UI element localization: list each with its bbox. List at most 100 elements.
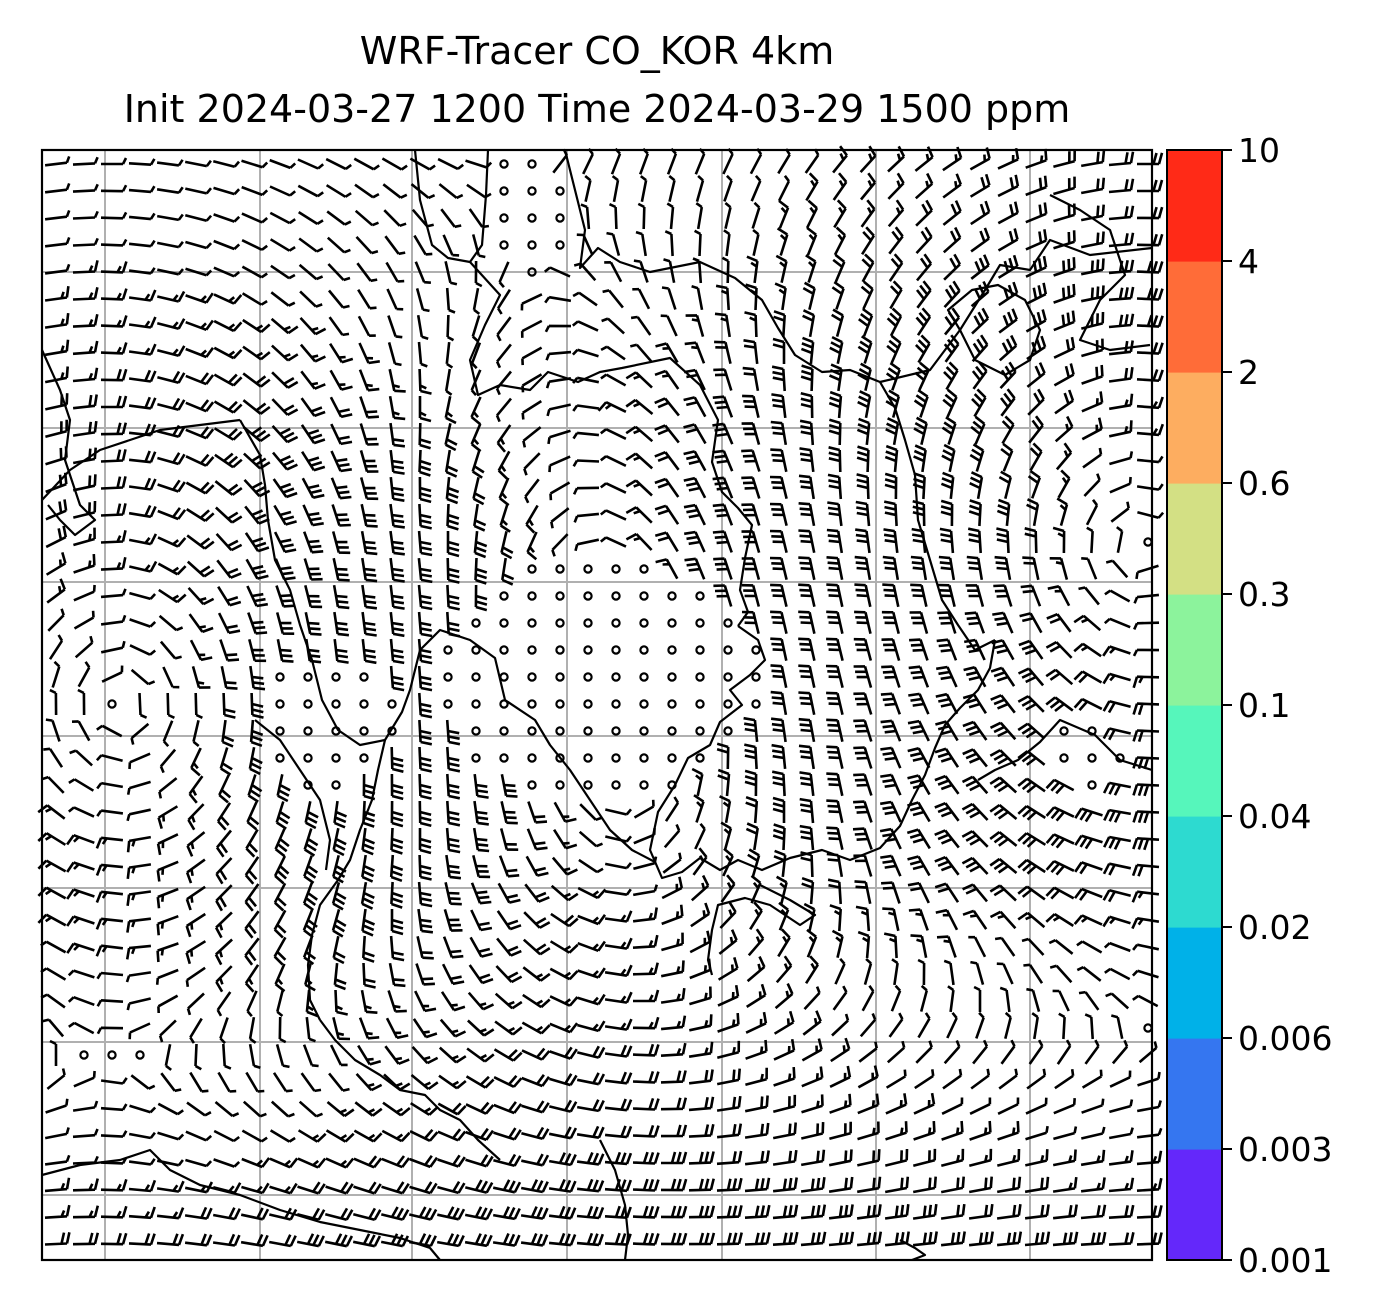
wind-barb	[854, 583, 872, 608]
wind-barb	[720, 821, 733, 850]
wind-barb	[474, 260, 483, 288]
wind-barb	[853, 692, 873, 715]
wind-barb	[576, 1232, 605, 1247]
wind-barb	[828, 418, 842, 446]
wind-barb	[385, 1017, 409, 1040]
wind-barb	[553, 801, 577, 823]
wind-barb	[100, 614, 127, 626]
wind-barb	[1136, 1127, 1163, 1139]
wind-barb	[1080, 231, 1105, 249]
wind-barb	[128, 343, 157, 356]
wind-barb	[129, 1104, 157, 1114]
wind-barb	[832, 985, 848, 1011]
wind-barb	[798, 502, 816, 527]
calm-wind-marker	[527, 672, 537, 682]
wind-barb	[633, 989, 660, 1003]
wind-barb	[156, 1233, 185, 1247]
wind-barb	[997, 1097, 1020, 1115]
wind-barb	[688, 1096, 715, 1112]
wind-barb	[359, 423, 379, 446]
calm-wind-marker	[499, 186, 509, 196]
wind-barb	[632, 1043, 660, 1057]
wind-barb	[798, 474, 815, 500]
wind-barb	[661, 286, 677, 310]
wind-barb	[608, 203, 618, 230]
wind-barb	[907, 801, 931, 823]
wind-barb	[934, 882, 960, 903]
wind-barb	[1049, 964, 1073, 984]
wind-barb	[802, 1010, 822, 1036]
wind-barb	[970, 1068, 991, 1090]
wind-barb	[1025, 1125, 1049, 1141]
wind-barb	[989, 831, 1018, 847]
wind-barb	[938, 555, 956, 581]
wind-barb	[1045, 668, 1074, 686]
wind-barb	[881, 665, 901, 688]
wind-barb	[577, 886, 607, 900]
wind-barb	[185, 426, 215, 440]
wind-barb	[184, 1181, 214, 1194]
wind-barb	[632, 1097, 660, 1111]
wind-barb	[520, 293, 543, 311]
wind-barb	[716, 742, 730, 770]
wind-barb	[1111, 1039, 1129, 1065]
wind-barb	[268, 1234, 297, 1248]
wind-barb	[1078, 586, 1100, 606]
wind-barb	[861, 253, 875, 283]
wind-barb	[353, 157, 380, 171]
wind-barb	[546, 403, 571, 417]
wind-barb	[722, 847, 734, 877]
calm-wind-marker	[527, 267, 537, 277]
wind-barb	[359, 450, 379, 473]
wind-barb	[442, 234, 460, 257]
wind-barb	[333, 962, 347, 991]
wind-barb	[166, 692, 175, 719]
wind-barb	[389, 449, 405, 475]
wind-barb	[245, 558, 269, 580]
wind-barb	[573, 512, 600, 523]
wind-barb	[661, 904, 684, 926]
wind-barb	[100, 261, 128, 274]
wind-barb	[857, 930, 871, 959]
wind-barb	[688, 1151, 715, 1165]
wind-barb	[1135, 564, 1159, 580]
wind-barb	[1132, 943, 1160, 951]
wind-barb	[744, 1204, 771, 1219]
wind-barb	[361, 611, 377, 637]
wind-barb	[72, 260, 99, 274]
wind-barb	[716, 1150, 743, 1166]
wind-barb	[184, 1206, 213, 1220]
wind-barb	[72, 474, 97, 492]
calm-wind-marker	[555, 240, 565, 250]
wind-barb	[691, 285, 704, 311]
wind-barb	[693, 794, 705, 823]
wind-barb	[800, 336, 815, 365]
wind-barb	[244, 964, 260, 993]
wind-barb	[856, 445, 870, 473]
wind-barb	[910, 583, 928, 607]
wind-barb	[599, 536, 627, 548]
wind-barb	[1025, 255, 1048, 278]
wind-barb	[470, 882, 492, 905]
wind-barb	[798, 610, 816, 634]
wind-barb	[801, 876, 815, 905]
wind-barb	[683, 476, 707, 499]
wind-barb	[521, 1100, 550, 1114]
wind-barb	[213, 1158, 241, 1168]
wind-barb	[857, 362, 872, 392]
wind-barb	[417, 530, 433, 557]
wind-barb	[297, 1181, 326, 1195]
wind-barb	[576, 1072, 606, 1086]
wind-barb	[353, 1181, 382, 1195]
calm-wind-marker	[303, 780, 313, 790]
wind-barb	[962, 883, 988, 903]
wind-barb	[271, 425, 299, 444]
wind-barb	[664, 796, 680, 822]
calm-wind-marker	[695, 672, 705, 682]
wind-barb	[1017, 750, 1046, 766]
wind-barb	[913, 1121, 936, 1141]
calm-wind-marker	[583, 753, 593, 763]
wind-barb	[854, 555, 872, 581]
wind-barb	[1001, 415, 1015, 445]
colorbar-tick-label: 0.3	[1238, 575, 1290, 614]
